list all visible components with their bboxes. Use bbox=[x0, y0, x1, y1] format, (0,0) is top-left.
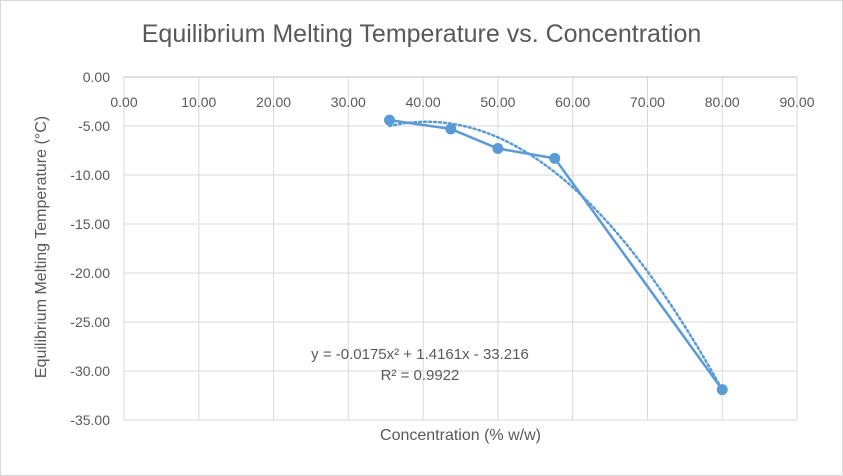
x-tick-label: 70.00 bbox=[630, 94, 665, 110]
y-axis-label: Equilibrium Melting Temperature (°C) bbox=[33, 115, 50, 379]
x-tick-label: 10.00 bbox=[181, 94, 216, 110]
trendline-label: y = -0.0175x² + 1.4161x - 33.216 R² = 0.… bbox=[311, 344, 529, 386]
data-point bbox=[716, 384, 728, 396]
y-tick-label: -10.00 bbox=[70, 167, 110, 183]
data-point bbox=[549, 152, 561, 164]
x-tick-label: 80.00 bbox=[705, 94, 740, 110]
x-tick-label: 60.00 bbox=[555, 94, 590, 110]
x-tick-label: 50.00 bbox=[480, 94, 515, 110]
y-tick-label: -15.00 bbox=[70, 216, 110, 232]
y-tick-labels: 0.00 -5.00 -10.00 -15.00 -20.00 -25.00 -30.00 -… bbox=[70, 69, 110, 428]
trendline-curve bbox=[388, 120, 724, 392]
y-tick-label: -30.00 bbox=[70, 363, 110, 379]
trendline-equation: y = -0.0175x² + 1.4161x - 33.216 bbox=[311, 346, 529, 363]
y-tick-label: -25.00 bbox=[70, 314, 110, 330]
data-point bbox=[445, 123, 457, 135]
data-point bbox=[492, 143, 504, 155]
x-tick-label: 40.00 bbox=[406, 94, 441, 110]
x-tick-label: 20.00 bbox=[256, 94, 291, 110]
y-tick-label: -35.00 bbox=[70, 412, 110, 428]
trendline bbox=[388, 120, 724, 392]
x-tick-label: 0.00 bbox=[110, 94, 137, 110]
x-tick-labels: 0.00 10.00 20.00 30.00 40.00 50.00 60.00 70.00 8… bbox=[110, 94, 814, 110]
y-tick-label: -20.00 bbox=[70, 265, 110, 281]
y-tick-label: -5.00 bbox=[78, 118, 110, 134]
x-tick-label: 90.00 bbox=[779, 94, 814, 110]
trendline-r-squared: R² = 0.9922 bbox=[380, 367, 460, 384]
data-point bbox=[383, 114, 395, 126]
x-tick-label: 30.00 bbox=[331, 94, 366, 110]
gridlines bbox=[123, 76, 798, 421]
chart-title: Equilibrium Melting Temperature vs. Conc… bbox=[141, 20, 702, 48]
y-tick-label: 0.00 bbox=[83, 69, 110, 85]
x-axis-label: Concentration (% w/w) bbox=[380, 427, 541, 444]
data-series bbox=[383, 114, 728, 396]
